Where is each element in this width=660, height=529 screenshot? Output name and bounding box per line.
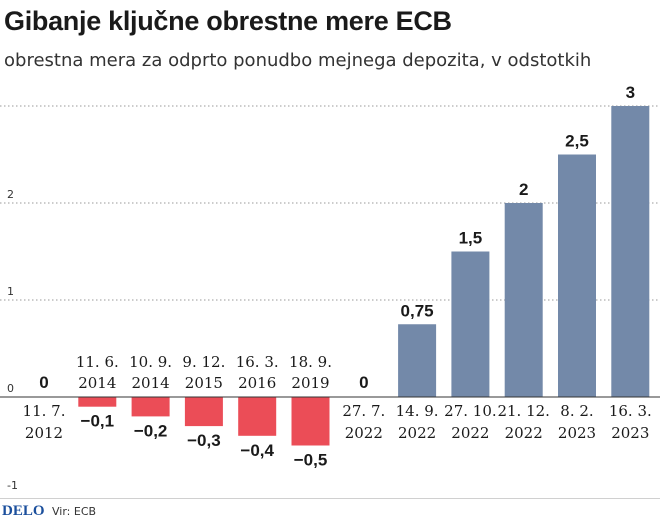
x-tick-label-year: 2015 (185, 374, 223, 392)
x-tick-label-date: 27. 10. (444, 402, 496, 420)
y-tick-label: 2 (7, 188, 14, 201)
bar (451, 251, 490, 397)
bar (504, 203, 543, 397)
x-tick-label-year: 2022 (451, 424, 489, 442)
x-tick-label-year: 2023 (611, 424, 649, 442)
x-tick-label-date: 21. 12. (497, 402, 549, 420)
x-tick-label-year: 2012 (25, 424, 63, 442)
x-tick-label-date: 11. 7. (23, 402, 66, 420)
bar-chart: -1 0 1 2 0 11. 7. 2012 −0,1 11. 6. 2014 −0,2 10. 9.… (0, 83, 660, 490)
bar-value-label: −0,5 (294, 451, 328, 470)
chart-subtitle: obrestna mera za odprto ponudbo mejnega … (4, 50, 592, 71)
x-tick-label-year: 2014 (78, 374, 116, 392)
bar (184, 397, 223, 427)
bar-value-label: −0,2 (134, 421, 168, 440)
bar-value-label: 0 (359, 373, 368, 392)
bar (611, 106, 650, 397)
bar-value-label: 0 (39, 373, 48, 392)
x-tick-label-date: 10. 9. (129, 353, 172, 371)
bar-value-label: 1,5 (459, 229, 483, 248)
x-tick-label-date: 11. 6. (76, 353, 119, 371)
x-tick-label-date: 16. 3. (236, 353, 279, 371)
x-tick-label-year: 2022 (345, 424, 383, 442)
y-tick-label: 0 (7, 382, 14, 395)
x-tick-label-year: 2014 (132, 374, 170, 392)
x-tick-label-year: 2023 (558, 424, 596, 442)
bar (131, 397, 170, 417)
bar (78, 397, 117, 407)
chart-title: Gibanje ključne obrestne mere ECB (4, 6, 452, 36)
bar (558, 154, 596, 397)
bar (398, 324, 437, 397)
bar-value-label: −0,4 (240, 441, 274, 460)
bar (238, 397, 277, 436)
bar-value-label: 3 (626, 83, 635, 102)
x-tick-label-date: 9. 12. (182, 353, 225, 371)
x-tick-label-year: 2016 (238, 374, 276, 392)
x-tick-label-date: 14. 9. (396, 402, 439, 420)
x-tick-label-date: 18. 9. (289, 353, 332, 371)
delo-logo: DELO (2, 503, 45, 519)
bar-value-label: 2,5 (565, 132, 589, 151)
bar (291, 397, 330, 446)
bar-value-label: −0,1 (81, 412, 115, 431)
x-tick-label-year: 2022 (398, 424, 436, 442)
x-tick-label-date: 16. 3. (609, 402, 652, 420)
x-tick-label-year: 2019 (291, 374, 329, 392)
bar-value-label: 2 (519, 180, 528, 199)
x-tick-label-date: 8. 2. (560, 402, 593, 420)
bar-value-label: −0,3 (187, 431, 221, 450)
footer: DELO Vir: ECB (0, 498, 660, 529)
x-tick-label-year: 2022 (505, 424, 543, 442)
x-tick-label-date: 27. 7. (342, 402, 385, 420)
source-note: Vir: ECB (52, 505, 97, 518)
bar-value-label: 0,75 (401, 301, 434, 320)
y-tick-label: 1 (7, 285, 14, 298)
y-tick-label: -1 (7, 479, 18, 490)
